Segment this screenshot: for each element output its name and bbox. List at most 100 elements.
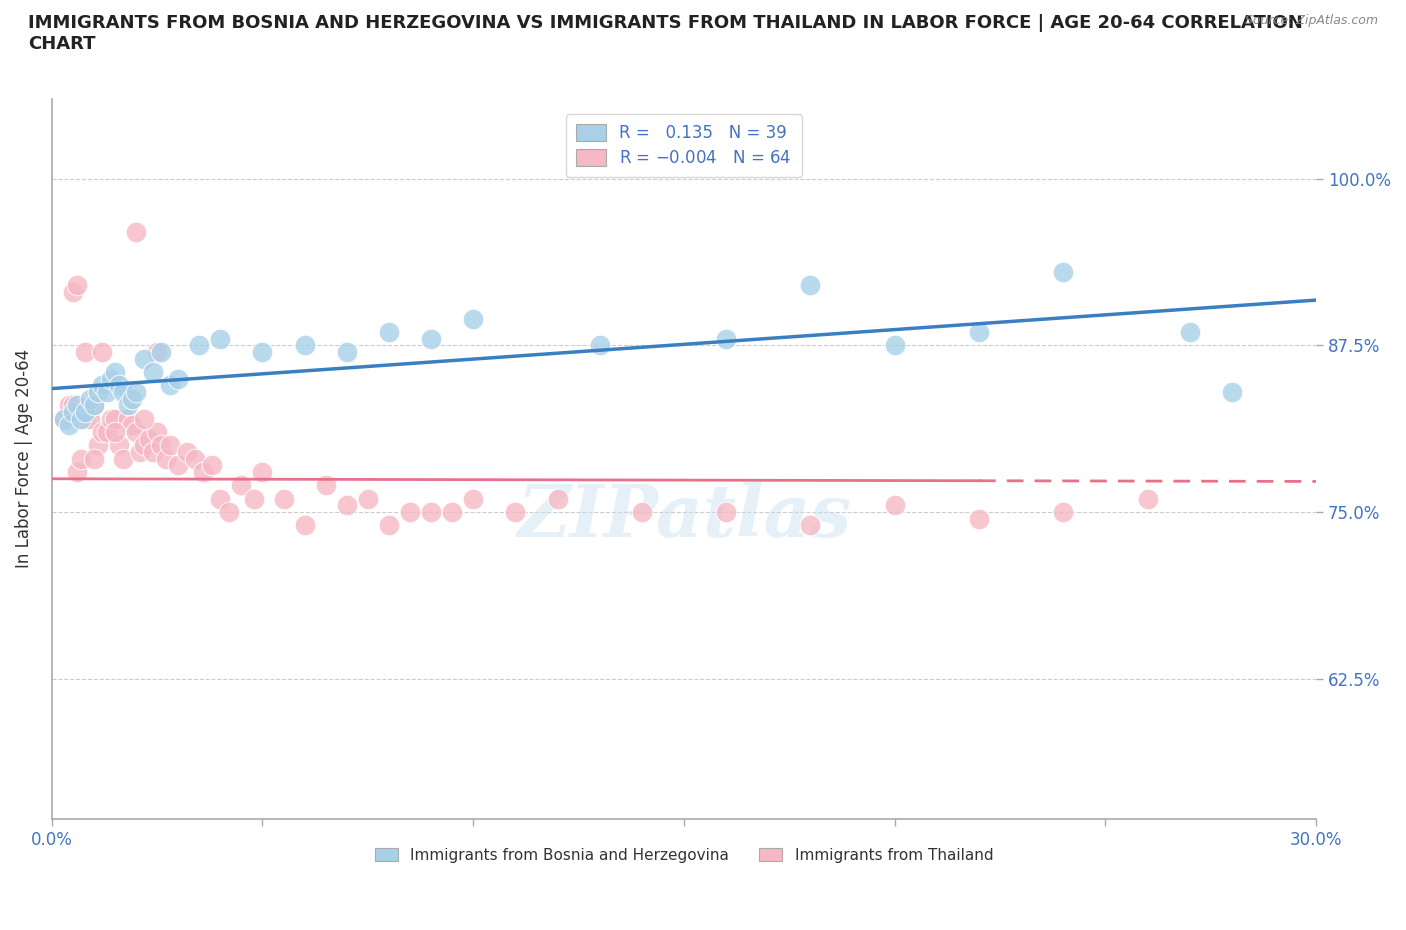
Point [883,498,905,512]
Point [70,451,93,466]
Point [104,411,127,426]
Point [53,411,76,426]
Point [294,338,316,352]
Point [883,338,905,352]
Point [134,411,156,426]
Point [159,438,181,453]
Point [117,398,139,413]
Point [62,285,84,299]
Point [218,505,240,520]
Point [231,478,253,493]
Point [1178,325,1201,339]
Point [252,345,274,360]
Point [399,505,422,520]
Point [121,418,143,432]
Point [714,505,737,520]
Point [83,398,105,413]
Point [799,518,821,533]
Point [79,411,101,426]
Point [58,398,80,413]
Legend: Immigrants from Bosnia and Herzegovina, Immigrants from Thailand: Immigrants from Bosnia and Herzegovina, … [368,842,1000,869]
Point [463,312,485,326]
Point [62,405,84,419]
Point [79,392,101,406]
Point [75,345,97,360]
Point [167,458,190,472]
Point [62,398,84,413]
Point [91,378,114,392]
Point [209,491,232,506]
Point [117,411,139,426]
Point [104,425,127,440]
Point [420,331,443,346]
Point [83,451,105,466]
Point [96,425,118,440]
Point [104,365,127,379]
Point [714,331,737,346]
Point [125,425,148,440]
Point [630,505,652,520]
Point [209,331,232,346]
Point [66,278,89,293]
Point [150,345,173,360]
Point [112,451,135,466]
Point [315,478,337,493]
Point [87,438,110,453]
Point [357,491,380,506]
Point [967,512,990,526]
Point [138,432,160,446]
Point [378,325,401,339]
Point [70,411,93,426]
Point [155,451,177,466]
Point [134,438,156,453]
Point [53,411,76,426]
Point [273,491,295,506]
Point [201,458,224,472]
Point [441,505,464,520]
Text: ZIPatlas: ZIPatlas [517,481,851,551]
Point [108,378,131,392]
Point [66,465,89,480]
Point [505,505,527,520]
Point [125,225,148,240]
Text: Source: ZipAtlas.com: Source: ZipAtlas.com [1244,14,1378,27]
Y-axis label: In Labor Force | Age 20-64: In Labor Force | Age 20-64 [15,349,32,568]
Text: IMMIGRANTS FROM BOSNIA AND HERZEGOVINA VS IMMIGRANTS FROM THAILAND IN LABOR FORC: IMMIGRANTS FROM BOSNIA AND HERZEGOVINA V… [28,14,1303,53]
Point [75,411,97,426]
Point [1052,265,1074,280]
Point [420,505,443,520]
Point [58,418,80,432]
Point [463,491,485,506]
Point [83,398,105,413]
Point [193,465,215,480]
Point [589,338,612,352]
Point [252,465,274,480]
Point [1136,491,1159,506]
Point [100,371,122,386]
Point [129,445,152,459]
Point [100,411,122,426]
Point [112,385,135,400]
Point [967,325,990,339]
Point [159,378,181,392]
Point [1052,505,1074,520]
Point [547,491,569,506]
Point [87,385,110,400]
Point [378,518,401,533]
Point [142,445,165,459]
Point [184,451,207,466]
Point [96,385,118,400]
Point [336,498,359,512]
Point [91,345,114,360]
Point [91,425,114,440]
Point [799,278,821,293]
Point [146,345,169,360]
Point [146,425,169,440]
Point [1220,385,1243,400]
Point [336,345,359,360]
Point [188,338,211,352]
Point [243,491,266,506]
Point [167,371,190,386]
Point [142,365,165,379]
Point [75,405,97,419]
